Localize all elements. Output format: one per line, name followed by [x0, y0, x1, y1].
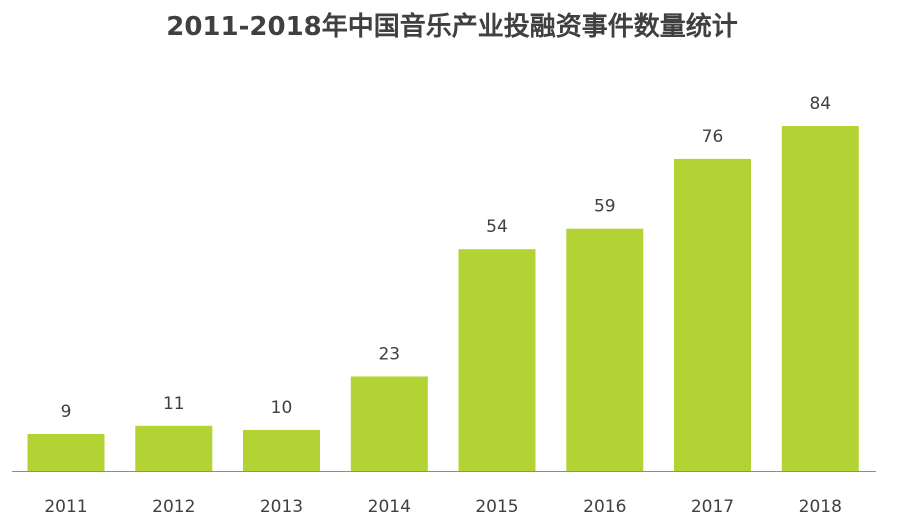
x-tick-label-2018: 2018	[799, 497, 842, 517]
x-tick-label-2015: 2015	[475, 497, 518, 517]
value-label-2012: 11	[163, 394, 185, 414]
bar-2018	[781, 126, 859, 471]
bar-2016	[566, 228, 644, 471]
value-label-2018: 84	[809, 94, 831, 114]
x-tick-label-2013: 2013	[260, 497, 303, 517]
x-tick-label-2012: 2012	[152, 497, 195, 517]
bar-2011	[27, 434, 105, 471]
x-tick-label-2011: 2011	[44, 497, 87, 517]
value-label-2013: 10	[271, 398, 293, 418]
value-label-2017: 76	[702, 127, 724, 147]
value-label-2016: 59	[594, 197, 616, 217]
x-tick-label-2014: 2014	[368, 497, 411, 517]
value-label-2015: 54	[486, 217, 508, 237]
x-tick-label-2016: 2016	[583, 497, 626, 517]
bar-2013	[243, 429, 320, 471]
x-tick-labels-group: 2011 2012 2013 2014 2015 2016 2017 2018	[44, 497, 842, 517]
bars-group	[27, 126, 859, 471]
bar-2014	[350, 376, 428, 471]
bar-2012	[135, 425, 213, 471]
bar-2015	[458, 249, 536, 471]
x-tick-label-2017: 2017	[691, 497, 734, 517]
value-labels-group: 9 11 10 23 54 59 76 84	[61, 94, 832, 422]
value-label-2011: 9	[61, 402, 72, 422]
bar-2017	[674, 158, 751, 471]
value-label-2014: 23	[378, 345, 400, 365]
chart-title: 2011-2018年中国音乐产业投融资事件数量统计	[166, 12, 738, 42]
